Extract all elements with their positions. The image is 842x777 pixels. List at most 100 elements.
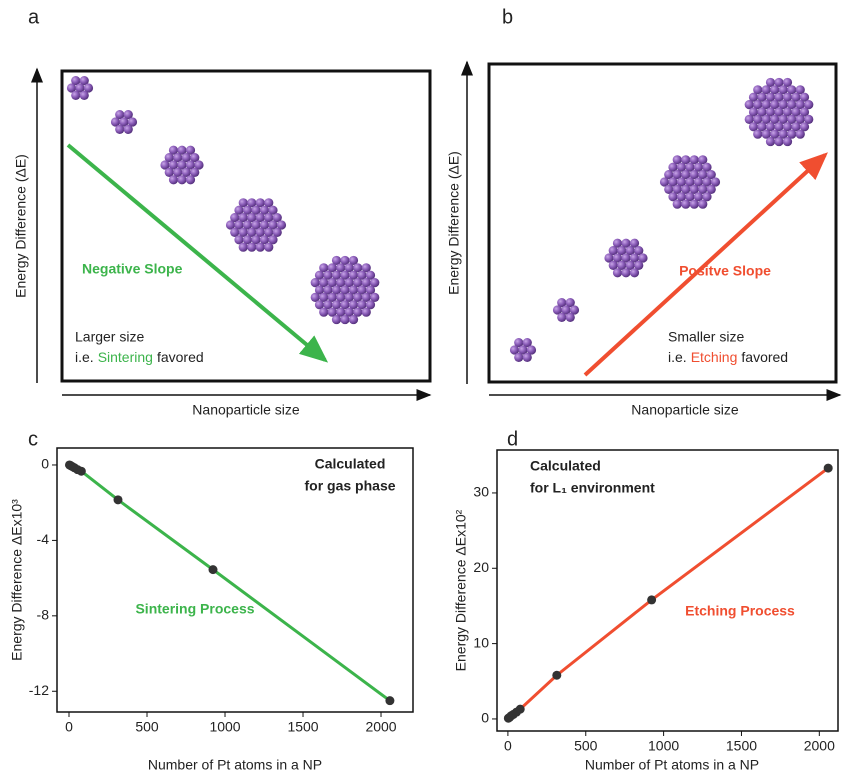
atom xyxy=(264,242,274,252)
x-tick-label: 0 xyxy=(504,738,512,754)
atom xyxy=(787,85,797,95)
atom xyxy=(251,205,261,215)
atom xyxy=(115,124,125,134)
atom xyxy=(190,153,200,163)
atom xyxy=(509,345,520,355)
atom xyxy=(698,184,708,194)
y-tick-label: -12 xyxy=(29,682,49,698)
data-point xyxy=(647,595,657,605)
atom xyxy=(348,270,359,280)
plot-frame xyxy=(56,447,414,713)
atom xyxy=(340,255,350,266)
y-tick-label: 0 xyxy=(481,710,489,726)
cluster xyxy=(110,110,138,134)
atom xyxy=(552,305,563,315)
atom xyxy=(230,213,240,223)
atom xyxy=(185,145,196,155)
atom xyxy=(71,76,81,86)
atom xyxy=(323,270,333,280)
atom xyxy=(264,227,274,237)
note-line: Larger size xyxy=(75,329,144,345)
atom xyxy=(526,345,537,355)
atom xyxy=(778,85,788,95)
atom xyxy=(115,110,125,120)
atom xyxy=(357,270,367,280)
atom xyxy=(234,205,244,215)
atom xyxy=(190,167,200,177)
atom xyxy=(314,285,325,295)
atom xyxy=(276,220,287,230)
atom xyxy=(685,162,695,172)
atom xyxy=(361,278,371,288)
x-axis-label: Nanoparticle size xyxy=(631,402,739,418)
atom xyxy=(787,129,797,139)
annotation: for gas phase xyxy=(304,478,395,494)
atom xyxy=(804,114,814,124)
cluster xyxy=(552,298,580,322)
y-tick-label: -8 xyxy=(37,607,50,623)
x-tick-label: 1000 xyxy=(209,719,240,735)
atom xyxy=(331,300,342,310)
data-point xyxy=(552,670,562,680)
atom xyxy=(668,177,678,187)
atom xyxy=(693,192,704,202)
atom xyxy=(173,153,183,163)
atom xyxy=(668,192,678,202)
atom xyxy=(672,155,682,165)
atom xyxy=(668,162,678,172)
atom xyxy=(676,192,687,202)
atom xyxy=(765,122,776,132)
atom xyxy=(765,136,776,147)
atom xyxy=(348,314,359,325)
slope-arrow xyxy=(583,152,828,377)
atom xyxy=(757,122,767,132)
atom xyxy=(336,292,346,302)
atom xyxy=(795,85,805,95)
panel-label: b xyxy=(502,6,513,28)
atom xyxy=(514,352,524,362)
atom xyxy=(778,114,788,124)
atom xyxy=(340,300,350,310)
atom xyxy=(799,92,810,102)
cluster xyxy=(310,255,380,325)
atom xyxy=(340,285,350,295)
atom xyxy=(79,76,89,86)
slope-label: Positve Slope xyxy=(679,263,771,279)
atom xyxy=(518,345,528,355)
atom xyxy=(327,307,337,317)
x-tick-label: 2000 xyxy=(365,719,396,735)
atom xyxy=(164,167,174,177)
atom xyxy=(238,213,248,223)
atom xyxy=(774,122,784,132)
atom xyxy=(344,307,354,317)
atom xyxy=(744,100,754,110)
atom xyxy=(185,160,196,170)
atom xyxy=(331,270,342,280)
atom xyxy=(778,100,788,110)
note-word: i.e. xyxy=(668,349,687,365)
atom xyxy=(119,117,129,127)
atom xyxy=(664,170,674,180)
atom xyxy=(268,205,278,215)
atom xyxy=(353,292,363,302)
atom xyxy=(770,114,780,124)
atom xyxy=(247,198,257,208)
atom xyxy=(787,114,797,124)
atom xyxy=(765,107,776,117)
atom xyxy=(710,177,721,187)
atom xyxy=(799,107,810,117)
atom xyxy=(238,242,248,252)
atom xyxy=(659,177,670,187)
slope-label: Negative Slope xyxy=(82,261,183,277)
plot-frame xyxy=(496,449,839,732)
atom xyxy=(259,235,270,245)
atom xyxy=(565,298,575,308)
data-point xyxy=(823,463,833,473)
panel-frame xyxy=(487,62,838,384)
y-axis-label: Energy Difference ΔEx10³ xyxy=(9,499,25,661)
x-tick-label: 2000 xyxy=(804,738,835,754)
atom xyxy=(255,242,265,252)
x-tick-label: 1500 xyxy=(287,719,318,735)
data-point xyxy=(385,696,395,706)
cluster xyxy=(659,155,721,209)
